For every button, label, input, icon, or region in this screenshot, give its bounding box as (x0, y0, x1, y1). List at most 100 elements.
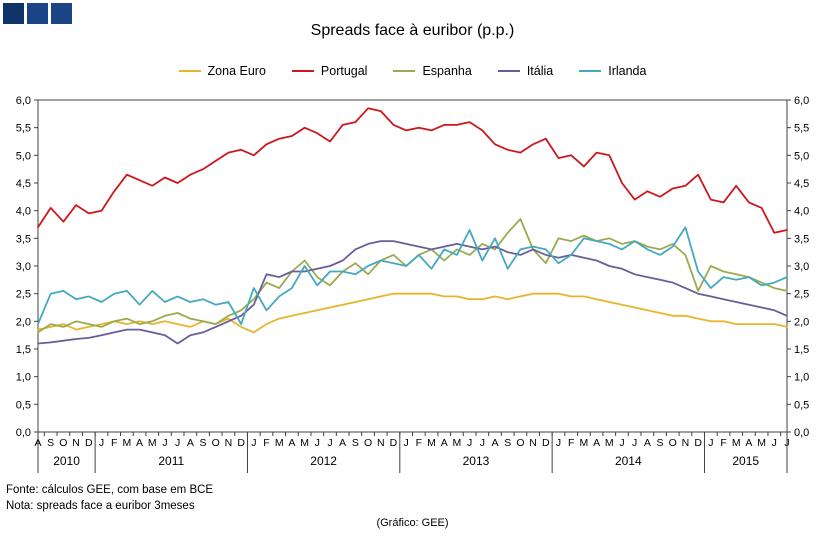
x-month-label: M (453, 437, 462, 449)
x-month-label: D (694, 437, 702, 449)
x-month-label: O (364, 437, 372, 449)
series-lines (37, 107, 788, 345)
y-tick-label-right: 1,5 (794, 344, 809, 356)
x-month-label: M (605, 437, 614, 449)
logo (3, 3, 72, 24)
plot-border (37, 99, 788, 433)
y-tick-label-right: 3,0 (794, 261, 809, 273)
y-tick-label-right: 5,5 (794, 123, 809, 135)
series-line-itália (37, 240, 788, 345)
x-month-label: J (251, 437, 256, 449)
legend-line-swatch (579, 69, 602, 73)
y-tick-label-right: 1,0 (794, 372, 809, 384)
legend-item-irlanda: Irlanda (579, 64, 646, 78)
x-month-label: A (644, 437, 651, 449)
x-month-label: S (657, 437, 664, 449)
y-tick-label-left: 4,5 (16, 178, 31, 190)
legend-label: Portugal (320, 64, 368, 78)
x-month-label: A (441, 437, 448, 449)
series-line-irlanda (37, 226, 788, 326)
x-month-label: F (263, 437, 269, 449)
legend-line-swatch (291, 69, 314, 73)
legend-line-swatch (497, 69, 520, 73)
y-tick-label-left: 3,5 (16, 233, 31, 245)
year-label: 2014 (615, 454, 642, 468)
y-tick-label-left: 1,0 (16, 372, 31, 384)
legend-item-espanha: Espanha (393, 64, 472, 78)
y-tick-label-right: 6,0 (794, 95, 809, 107)
x-month-label: J (404, 437, 409, 449)
x-month-label: N (682, 437, 690, 449)
logo-square-icon (27, 3, 48, 24)
y-tick-label-left: 5,0 (16, 150, 31, 162)
y-tick-label-left: 6,0 (16, 95, 31, 107)
legend-label: Irlanda (608, 64, 647, 78)
x-month-label: D (237, 437, 245, 449)
x-month-label: A (339, 437, 346, 449)
x-month-label: A (136, 437, 143, 449)
legend-label: Zona Euro (207, 64, 266, 78)
y-tick-label-left: 0,5 (16, 399, 31, 411)
x-month-label: J (327, 437, 332, 449)
x-month-label: F (568, 437, 574, 449)
x-month-label: J (619, 437, 624, 449)
y-tick-label-left: 2,0 (16, 316, 31, 328)
footer-source: Fonte: cálculos GEE, com base em BCE (6, 484, 214, 496)
x-month-label: N (377, 437, 385, 449)
y-tick-label-right: 0,5 (794, 399, 809, 411)
y-tick-label-left: 5,5 (16, 123, 31, 135)
x-month-label: M (732, 437, 741, 449)
x-month-label: J (99, 437, 104, 449)
legend-item-itália: Itália (497, 64, 554, 78)
x-month-label: O (516, 437, 524, 449)
x-month-label: J (467, 437, 472, 449)
x-month-label: A (288, 437, 295, 449)
x-month-label: D (542, 437, 550, 449)
x-month-label: M (757, 437, 766, 449)
x-month-label: J (556, 437, 561, 449)
footer-note: Nota: spreads face a euribor 3meses (6, 500, 195, 512)
x-month-label: D (85, 437, 93, 449)
year-label: 2013 (463, 454, 490, 468)
legend-label: Espanha (422, 64, 472, 78)
y-tick-label-left: 4,0 (16, 206, 31, 218)
x-month-label: J (175, 437, 180, 449)
year-label: 2011 (158, 454, 184, 468)
x-month-label: J (632, 437, 637, 449)
x-month-label: M (580, 437, 589, 449)
x-month-label: F (720, 437, 726, 449)
logo-square-icon (51, 3, 72, 24)
x-month-label: A (593, 437, 600, 449)
y-tick-label-right: 4,5 (794, 178, 809, 190)
chart-title: Spreads face à euribor (p.p.) (310, 22, 515, 39)
x-month-label: J (480, 437, 485, 449)
y-tick-label-left: 1,5 (16, 344, 31, 356)
y-tick-label-right: 2,0 (794, 316, 809, 328)
x-month-label: S (200, 437, 207, 449)
x-month-label: O (669, 437, 677, 449)
x-month-label: N (72, 437, 80, 449)
series-line-zona-euro (37, 292, 788, 334)
legend-line-swatch (178, 69, 201, 73)
y-tick-label-left: 3,0 (16, 261, 31, 273)
x-month-label: J (162, 437, 167, 449)
footer-credit: (Gráfico: GEE) (376, 517, 449, 529)
x-month-label: J (708, 437, 713, 449)
x-month-label: M (427, 437, 436, 449)
year-label: 2010 (53, 454, 80, 468)
x-month-label: A (492, 437, 499, 449)
y-tick-label-right: 2,5 (794, 289, 809, 301)
y-tick-label-right: 0,0 (794, 427, 809, 439)
x-month-label: F (111, 437, 117, 449)
x-month-label: N (529, 437, 537, 449)
x-month-label: J (772, 437, 777, 449)
legend-label: Itália (526, 64, 554, 78)
x-month-label: S (47, 437, 54, 449)
x-month-label: D (390, 437, 398, 449)
y-tick-label-left: 2,5 (16, 289, 31, 301)
x-month-label: O (59, 437, 67, 449)
x-month-label: A (745, 437, 752, 449)
y-tick-label-right: 5,0 (794, 150, 809, 162)
x-month-label: M (275, 437, 284, 449)
